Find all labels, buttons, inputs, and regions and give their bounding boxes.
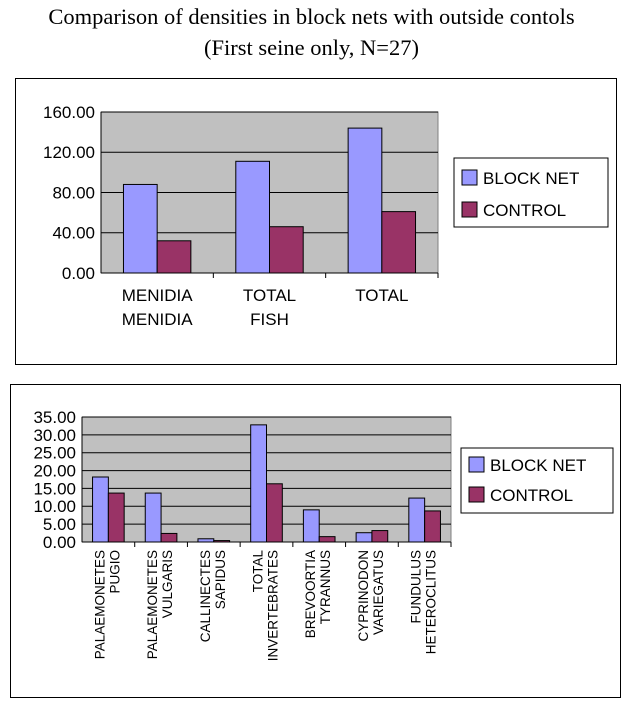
x-category-label: TYRANNUS xyxy=(318,550,333,624)
bar-control xyxy=(381,211,417,274)
bar-block-net xyxy=(144,492,162,543)
x-category-label: VULGARIS xyxy=(160,550,175,618)
bar-block-net xyxy=(355,532,373,543)
x-category-label: HETEROCLITUS xyxy=(424,550,439,654)
x-category-label: MENIDIA xyxy=(122,310,194,329)
x-category-label: INVERTEBRATES xyxy=(266,550,281,661)
chart-panel-bottom: 0.00 5.00 10.00 15.00 20.00 25.00 30.00 35.00 PA… xyxy=(10,384,621,698)
bar-control xyxy=(266,483,283,543)
bar-block-net xyxy=(92,476,109,543)
x-category-label: TOTAL xyxy=(243,286,296,305)
legend-swatch-block-net xyxy=(468,456,485,473)
legend-swatch-block-net xyxy=(461,169,478,186)
y-tick-label: 160.00 xyxy=(43,103,95,122)
y-tick-label: 15.00 xyxy=(33,479,76,498)
chart-title-line1: Comparison of densities in block nets wi… xyxy=(48,4,575,29)
bar-block-net xyxy=(302,509,320,543)
x-category-label: PUGIO xyxy=(107,550,122,594)
y-tick-label: 120.00 xyxy=(43,143,95,162)
bar-control xyxy=(269,226,304,274)
y-tick-label: 30.00 xyxy=(33,426,76,445)
x-category-label: FISH xyxy=(250,310,289,329)
y-tick-label: 10.00 xyxy=(33,497,76,516)
chart-title-line2: (First seine only, N=27) xyxy=(204,35,419,60)
bar-block-net xyxy=(122,183,158,274)
y-tick-label: 0.00 xyxy=(43,533,76,552)
chart-panel-top: 0.00 40.00 80.00 120.00 160.00 MENIDIA MENIDIA… xyxy=(15,78,617,365)
x-category-label: TOTAL xyxy=(251,550,266,593)
bar-block-net xyxy=(250,424,267,543)
legend-swatch-control xyxy=(468,486,485,503)
bar-control xyxy=(318,536,336,543)
legend-label: CONTROL xyxy=(483,201,566,220)
y-tick-label: 20.00 xyxy=(33,462,76,481)
x-category-label: PALAEMONETES xyxy=(145,550,160,659)
y-tick-label: 25.00 xyxy=(33,444,76,463)
x-category-label: BREVOORTIA xyxy=(303,550,318,638)
x-category-label: PALAEMONETES xyxy=(92,550,107,659)
bar-block-net xyxy=(235,160,271,274)
legend-label: CONTROL xyxy=(490,486,573,505)
y-tick-label: 35.00 xyxy=(33,408,76,427)
x-category-label: VARIEGATUS xyxy=(371,550,386,635)
chart-fish: 0.00 40.00 80.00 120.00 160.00 MENIDIA MENIDIA… xyxy=(43,103,609,329)
legend-label: BLOCK NET xyxy=(483,169,579,188)
bar-control xyxy=(156,240,192,274)
y-tick-label: 5.00 xyxy=(43,515,76,534)
bar-control xyxy=(424,510,441,543)
x-category-label: TOTAL xyxy=(355,286,408,305)
legend-label: BLOCK NET xyxy=(490,456,586,475)
bar-block-net xyxy=(347,127,383,274)
bar-control xyxy=(213,540,231,543)
x-category-label: CYPRINODON xyxy=(356,550,371,642)
bar-control xyxy=(371,530,389,543)
y-tick-label: 0.00 xyxy=(62,264,95,283)
y-tick-label: 80.00 xyxy=(52,183,95,202)
bar-block-net xyxy=(408,497,426,543)
legend xyxy=(460,447,614,514)
legend-swatch-control xyxy=(461,201,478,218)
x-category-label: SAPIDUS xyxy=(213,550,228,609)
legend xyxy=(453,157,609,228)
y-tick-label: 40.00 xyxy=(52,224,95,243)
bar-control xyxy=(107,492,125,543)
x-category-label: MENIDIA xyxy=(122,286,194,305)
x-category-label: FUNDULUS xyxy=(409,550,424,624)
bar-block-net xyxy=(197,538,215,543)
bar-control xyxy=(160,532,178,543)
x-category-label: CALLINECTES xyxy=(198,550,213,642)
